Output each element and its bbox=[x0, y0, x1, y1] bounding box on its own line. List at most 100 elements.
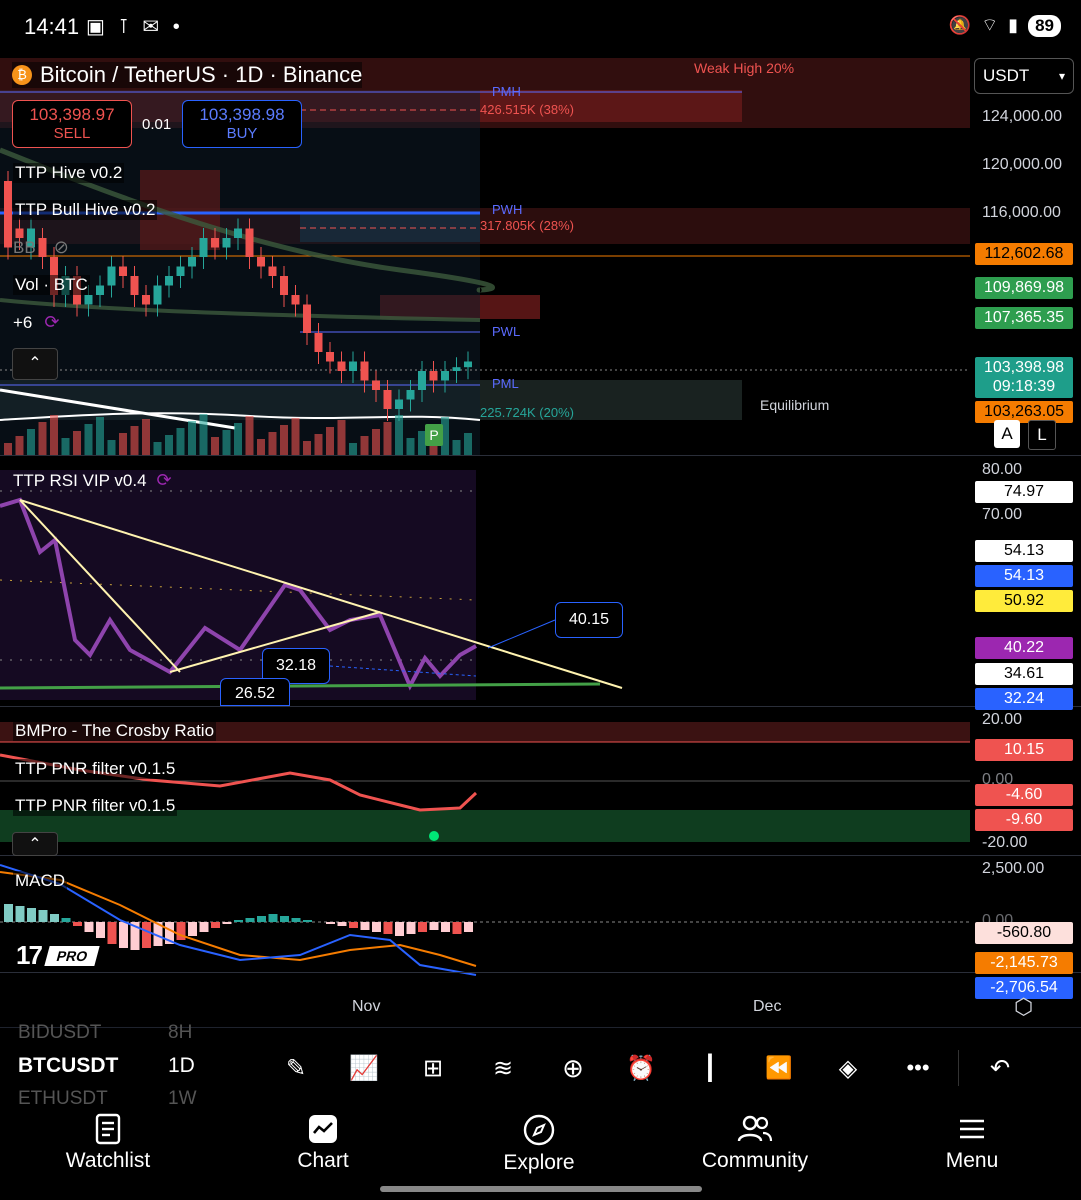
candle bbox=[429, 371, 438, 381]
nav-watchlist[interactable]: Watchlist bbox=[38, 1113, 178, 1173]
auto-scale-button[interactable]: A bbox=[994, 420, 1020, 448]
rsi-bg bbox=[0, 470, 476, 700]
axis-price-tag: 40.22 bbox=[975, 637, 1073, 659]
indicator-pnr-2[interactable]: TTP PNR filter v0.1.5 bbox=[13, 796, 178, 816]
chart-canvas[interactable] bbox=[0, 52, 1081, 1027]
more-count: +6 bbox=[13, 312, 33, 332]
macd-histogram bbox=[4, 904, 473, 950]
indicator-vol[interactable]: Vol · BTC bbox=[13, 275, 90, 295]
rsi-legend[interactable]: TTP RSI VIP v0.4 ⟳ bbox=[13, 470, 172, 491]
callout-line-2 bbox=[329, 665, 477, 677]
sell-button[interactable]: 103,398.97 SELL bbox=[12, 100, 132, 148]
sell-price: 103,398.97 bbox=[29, 105, 115, 124]
crosby-tick: -20.00 bbox=[982, 834, 1028, 851]
indicator-crosby[interactable]: BMPro - The Crosby Ratio bbox=[13, 721, 217, 741]
candle bbox=[303, 304, 311, 333]
log-scale-button[interactable]: L bbox=[1028, 420, 1056, 450]
refresh-icon: ⟳ bbox=[44, 312, 60, 332]
time-label: Dec bbox=[753, 998, 782, 1015]
nav-explore[interactable]: Explore bbox=[469, 1113, 609, 1175]
collapse-legend-button[interactable]: ⌃ bbox=[12, 348, 58, 380]
candle bbox=[418, 371, 426, 390]
buy-label: BUY bbox=[226, 125, 258, 142]
candle bbox=[291, 295, 300, 305]
indicator-hive[interactable]: TTP Hive v0.2 bbox=[13, 163, 125, 183]
symbol-list-item[interactable]: ETHUSDT bbox=[18, 1088, 108, 1109]
nav-community[interactable]: Community bbox=[685, 1113, 825, 1173]
candle bbox=[38, 238, 47, 257]
compass-icon bbox=[523, 1114, 555, 1146]
battery-indicator: 89 bbox=[1028, 14, 1061, 37]
layouts-button[interactable]: ⊞ bbox=[415, 1050, 451, 1086]
currency-select[interactable]: USDT ▾ bbox=[974, 58, 1074, 94]
status-time: 14:41 bbox=[24, 14, 80, 39]
volume-bar bbox=[303, 441, 311, 455]
chart-area[interactable]: ₿ Bitcoin / TetherUS · 1D · Binance Weak… bbox=[0, 52, 1081, 1027]
candle bbox=[441, 371, 449, 381]
buy-price: 103,398.98 bbox=[199, 105, 285, 124]
replay-button[interactable]: ⏪ bbox=[761, 1050, 797, 1086]
nav-label: Explore bbox=[503, 1151, 575, 1174]
more-indicators[interactable]: +6 ⟳ bbox=[13, 312, 59, 333]
rsi-callout[interactable]: 40.15 bbox=[555, 602, 623, 638]
macd-bar bbox=[326, 922, 335, 924]
macd-bar bbox=[429, 922, 439, 930]
crosby-zone bbox=[0, 722, 970, 742]
chart-icon bbox=[309, 1115, 337, 1143]
add-button[interactable]: ⊕ bbox=[555, 1050, 591, 1086]
pwh-value: 317.805K (28%) bbox=[480, 218, 574, 233]
indicator-pnr-1[interactable]: TTP PNR filter v0.1.5 bbox=[13, 759, 178, 779]
rewind-icon: ⏪ bbox=[765, 1055, 793, 1080]
wifi-icon: ⌔ bbox=[981, 15, 999, 35]
sell-label: SELL bbox=[53, 125, 91, 142]
pane-separator[interactable] bbox=[0, 972, 1081, 973]
indicator-bull-hive[interactable]: TTP Bull Hive v0.2 bbox=[13, 200, 158, 220]
volume-bar bbox=[84, 424, 93, 455]
candlestick-icon: ┃ bbox=[702, 1054, 718, 1082]
macd-bar bbox=[268, 914, 278, 922]
chart-type-button[interactable]: ┃ bbox=[692, 1050, 728, 1086]
buy-button[interactable]: 103,398.98 BUY bbox=[182, 100, 302, 148]
alert-button[interactable]: ⏰ bbox=[623, 1050, 659, 1086]
macd-bar bbox=[50, 914, 59, 922]
candle bbox=[153, 285, 162, 305]
candle bbox=[211, 238, 219, 248]
layers-button[interactable]: ◈ bbox=[830, 1050, 866, 1086]
indicator-bb-row[interactable]: BB ⊘ bbox=[13, 237, 69, 258]
macd-bar bbox=[452, 922, 462, 934]
drawing-tool-button[interactable]: ✎ bbox=[278, 1050, 314, 1086]
home-indicator[interactable] bbox=[380, 1186, 702, 1192]
rsi-trend-2 bbox=[19, 499, 623, 689]
candle bbox=[4, 181, 12, 248]
volume-bar bbox=[176, 428, 185, 455]
symbol-list-item[interactable]: BIDUSDT bbox=[18, 1022, 102, 1043]
timeframe-selector[interactable]: 1D bbox=[168, 1054, 195, 1077]
pane-separator[interactable] bbox=[0, 855, 1081, 856]
nav-chart[interactable]: Chart bbox=[253, 1113, 393, 1173]
p-marker[interactable]: P bbox=[425, 424, 443, 446]
nav-label: Community bbox=[701, 1149, 809, 1172]
macd-bar bbox=[119, 922, 128, 948]
collapse-pane-button[interactable]: ⌃ bbox=[12, 832, 58, 856]
candle bbox=[142, 295, 150, 305]
candle bbox=[222, 238, 231, 248]
indicator-macd[interactable]: MACD bbox=[13, 871, 68, 891]
pane-separator[interactable] bbox=[0, 455, 1081, 456]
volume-bar bbox=[50, 415, 58, 455]
nav-menu[interactable]: Menu bbox=[902, 1113, 1042, 1173]
macd-bar bbox=[4, 904, 13, 922]
pane-separator[interactable] bbox=[0, 706, 1081, 707]
more-button[interactable]: ••• bbox=[900, 1050, 936, 1086]
pml-value: 225.724K (20%) bbox=[480, 405, 574, 420]
templates-button[interactable]: ≋ bbox=[485, 1050, 521, 1086]
symbol-legend[interactable]: ₿ Bitcoin / TetherUS · 1D · Binance bbox=[12, 62, 363, 88]
nav-label: Menu bbox=[945, 1149, 999, 1172]
eye-off-icon[interactable]: ⊘ bbox=[53, 237, 69, 257]
settings-icon[interactable]: ⬡ bbox=[1014, 994, 1034, 1019]
candle bbox=[268, 266, 277, 276]
indicators-button[interactable]: 📈 bbox=[346, 1050, 382, 1086]
grid-icon: ⊞ bbox=[422, 1054, 444, 1082]
undo-button[interactable]: ↶ bbox=[982, 1050, 1018, 1086]
rsi-callout[interactable]: 26.52 bbox=[220, 678, 290, 706]
symbol-selector[interactable]: BTCUSDT bbox=[18, 1054, 119, 1077]
